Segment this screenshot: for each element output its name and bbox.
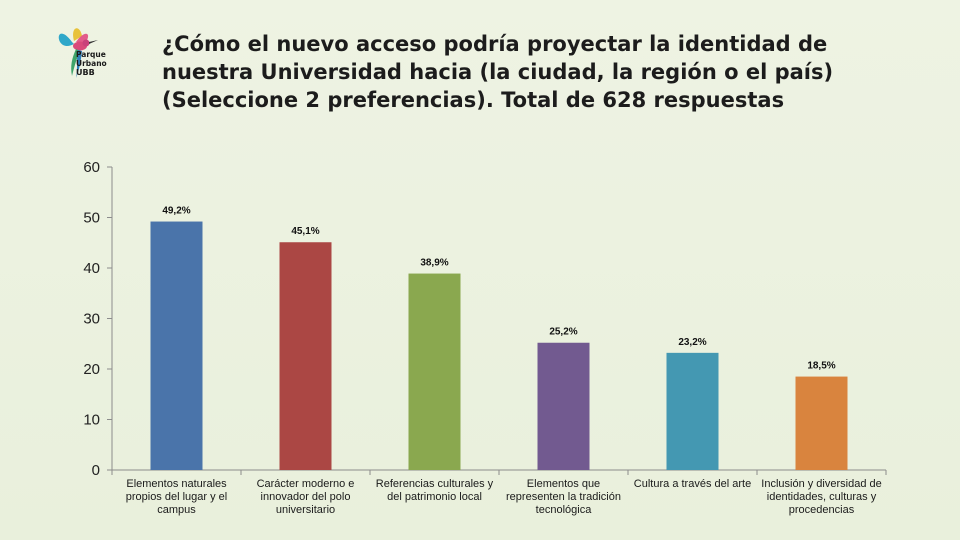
y-tick-label: 0 — [92, 462, 100, 479]
bar — [408, 273, 461, 470]
y-tick-label: 50 — [83, 210, 100, 227]
bar — [666, 352, 719, 470]
data-label: 38,9% — [420, 258, 448, 269]
x-tick-label: Elementos que representen la tradición t… — [506, 478, 621, 516]
y-tick-label: 10 — [83, 412, 100, 429]
y-tick-label: 20 — [83, 361, 100, 378]
logo-line-ubb: UBB — [76, 68, 95, 77]
data-label: 45,1% — [291, 226, 319, 237]
data-label: 23,2% — [678, 337, 706, 348]
x-tick-label: Referencias culturales y del patrimonio … — [375, 478, 494, 503]
y-tick-label: 40 — [83, 260, 100, 277]
bar — [150, 221, 203, 470]
data-label: 18,5% — [807, 361, 835, 372]
bar — [279, 242, 332, 470]
logo-line-urbano: Urbano — [76, 59, 107, 68]
y-tick-label: 30 — [83, 311, 100, 328]
parque-urbano-ubb-logo: Parque Urbano UBB — [54, 24, 124, 86]
bar — [537, 342, 590, 470]
x-tick-label: Elementos naturales propios del lugar y … — [125, 478, 228, 516]
logo-text: Parque Urbano UBB — [76, 50, 128, 77]
y-tick-label: 60 — [83, 159, 100, 176]
logo-line-parque: Parque — [76, 50, 106, 59]
page-title: ¿Cómo el nuevo acceso podría proyectar l… — [162, 32, 834, 112]
x-tick-label: Carácter moderno e innovador del polo un… — [256, 478, 355, 516]
x-tick-label: Cultura a través del arte — [633, 478, 752, 490]
x-tick-label: Inclusión y diversidad de identidades, c… — [761, 478, 882, 516]
bar — [795, 376, 848, 470]
data-label: 25,2% — [549, 327, 577, 338]
data-label: 49,2% — [162, 206, 190, 217]
hummingbird-icon — [58, 28, 98, 78]
